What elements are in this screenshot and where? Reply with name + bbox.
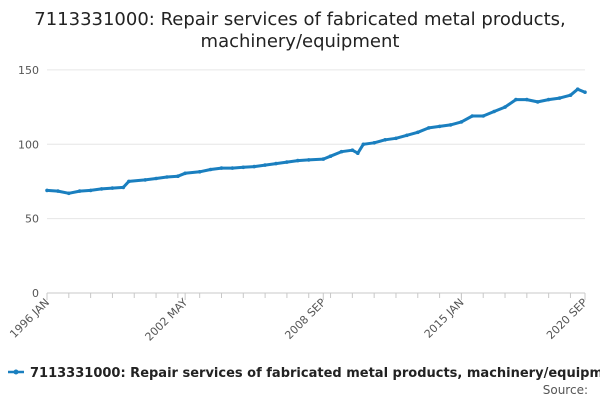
data-point[interactable] [241,165,246,170]
data-point[interactable] [405,133,409,138]
data-point[interactable] [514,97,518,102]
data-point[interactable] [99,187,104,191]
data-point[interactable] [394,136,398,141]
data-point[interactable] [535,100,540,104]
data-point[interactable] [492,109,496,114]
legend-label: 7113331000: Repair services of fabricate… [30,366,600,381]
data-point[interactable] [383,138,387,142]
y-tick-label: 0 [32,287,39,300]
x-tick-label: 2002 MAY [143,296,191,344]
data-point[interactable] [481,114,486,118]
data-point[interactable] [350,148,355,152]
x-axis [46,292,585,298]
data-point[interactable] [459,120,464,124]
data-point[interactable] [127,179,131,184]
x-tick-label: 2015 JAN [422,296,467,341]
x-tick-label: 1996 JAN [7,296,52,341]
y-axis: 0 50 100 150 [18,64,39,300]
data-point[interactable] [230,166,235,170]
data-point[interactable] [263,163,267,167]
data-point[interactable] [328,154,333,158]
data-point[interactable] [416,130,420,135]
data-point[interactable] [448,123,453,127]
x-tick-label: 2008 SEP [282,296,328,342]
data-point[interactable] [176,174,180,178]
data-point[interactable] [252,164,256,169]
data-point[interactable] [372,141,377,145]
gridlines [47,69,585,220]
series-line-0[interactable] [45,87,587,195]
data-point[interactable] [208,167,213,172]
data-point[interactable] [110,186,115,190]
data-point[interactable] [296,158,300,163]
data-point[interactable] [77,189,82,193]
data-point[interactable] [361,142,366,147]
data-point[interactable] [575,87,580,91]
data-point[interactable] [546,97,551,102]
data-point[interactable] [339,149,344,154]
data-point[interactable] [568,93,573,97]
chart-title-line-1: 7113331000: Repair services of fabricate… [34,9,565,30]
data-point[interactable] [321,157,326,161]
data-point[interactable] [197,170,202,174]
legend[interactable]: 7113331000: Repair services of fabricate… [8,366,600,381]
y-tick-label: 50 [25,213,39,226]
source-label: Source: [543,383,588,397]
data-point[interactable] [154,176,158,181]
x-tick-label: 2020 SEP [544,296,590,342]
chart-title-line-2: machinery/equipment [201,31,400,52]
data-point[interactable] [274,161,278,166]
x-tick-labels: 1996 JAN 2002 MAY 2008 SEP 2015 JAN 2020 SEP [7,293,590,344]
data-point[interactable] [426,126,431,130]
data-point[interactable] [143,178,147,182]
data-point[interactable] [67,191,71,196]
data-point[interactable] [219,166,224,170]
data-point[interactable] [525,97,529,102]
data-point[interactable] [583,90,587,94]
series-layer [45,87,587,196]
data-point[interactable] [557,96,562,100]
legend-swatch-marker [13,369,19,375]
data-point[interactable] [306,158,311,162]
y-tick-label: 100 [18,138,39,151]
data-point[interactable] [437,124,442,129]
data-point[interactable] [56,189,60,193]
data-point[interactable] [356,151,360,155]
data-point[interactable] [88,188,93,193]
data-point[interactable] [183,171,187,176]
data-point[interactable] [121,185,126,190]
data-point[interactable] [45,188,49,193]
data-point[interactable] [503,105,507,109]
data-point[interactable] [285,160,289,164]
data-point[interactable] [165,175,169,179]
y-tick-label: 150 [18,64,39,77]
data-point[interactable] [470,114,475,118]
